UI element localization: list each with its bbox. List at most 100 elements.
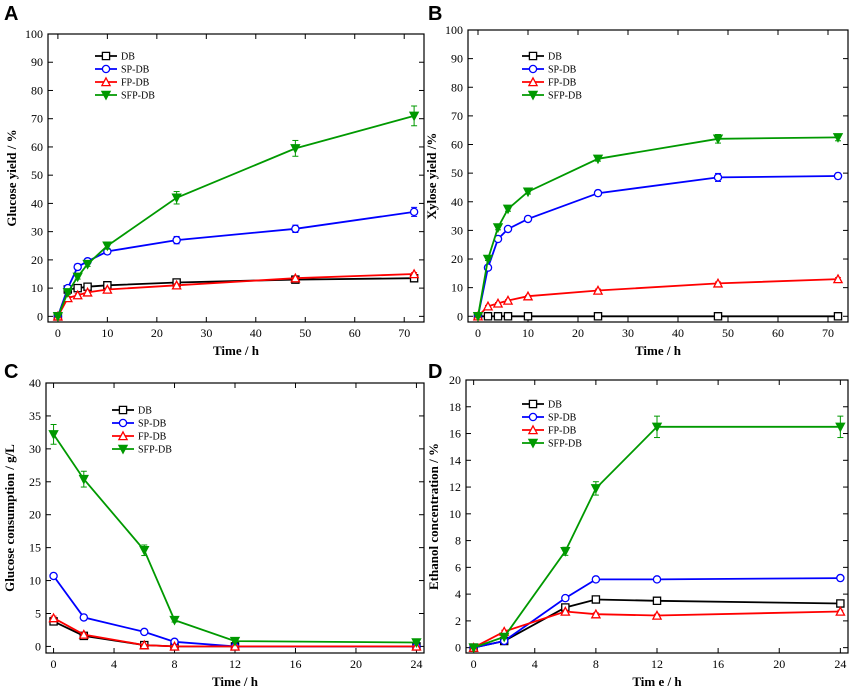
y-tick-label: 20: [29, 508, 41, 522]
data-point: [139, 639, 150, 650]
data-point: [408, 111, 420, 122]
y-tick-label: 2: [455, 614, 461, 628]
data-point: [560, 606, 571, 616]
x-tick-label: 24: [410, 657, 422, 671]
y-tick-label: 40: [451, 195, 463, 209]
legend-label: DB: [121, 52, 135, 63]
data-point: [836, 573, 845, 583]
y-tick-label: 15: [29, 541, 41, 555]
y-tick-label: 90: [31, 55, 43, 69]
y-tick-label: 5: [35, 606, 41, 620]
legend-label: SFP-DB: [548, 91, 582, 102]
data-point: [139, 546, 150, 556]
legend-marker: [528, 412, 538, 422]
data-point: [652, 596, 662, 606]
data-point: [492, 223, 504, 234]
x-tick-label: 30: [622, 326, 634, 340]
series-line: [473, 577, 841, 649]
data-point: [502, 295, 514, 305]
data-point: [102, 241, 113, 252]
legend-label: DB: [548, 400, 562, 411]
legend-label: FP-DB: [548, 78, 577, 89]
data-point: [72, 289, 83, 300]
panel-B: B 0 10 20 30 40 50 60 70 0 10 20 30 40 50 60 70 80 90 100 Ti…: [424, 3, 849, 358]
data-point: [493, 312, 503, 321]
y-tick-label: 50: [451, 166, 463, 180]
legend-marker: [100, 90, 112, 101]
y-tick-label: 10: [29, 574, 41, 588]
panel-letter: D: [428, 361, 442, 383]
y-tick-label: 80: [451, 80, 463, 94]
data-point: [503, 312, 513, 321]
series-line: [473, 425, 841, 649]
data-point: [502, 204, 514, 215]
legend: DB SP-DB FP-DB SFP-DB: [522, 400, 582, 450]
x-tick-label: 16: [712, 657, 724, 671]
legend-marker: [528, 64, 538, 74]
series-sfp-db: [468, 415, 846, 654]
data-point: [836, 599, 845, 608]
legend-label: SFP-DB: [548, 439, 582, 450]
panel-A: A 0 10 20 30 40 50 60 70 0 10 20 30 40 50 60 70 80 90 100 Ti…: [4, 3, 425, 358]
series-sfp-db: [472, 133, 844, 322]
y-tick-label: 0: [37, 309, 43, 323]
data-point: [78, 474, 89, 485]
y-tick-label: 40: [31, 196, 43, 210]
plot-frame: [45, 382, 425, 654]
x-tick-label: 24: [834, 657, 846, 671]
legend-marker: [117, 430, 129, 441]
x-tick-label: 4: [532, 657, 538, 671]
data-point: [835, 422, 846, 433]
data-point: [591, 595, 601, 604]
data-point: [82, 286, 93, 297]
data-point: [48, 612, 59, 623]
y-tick-label: 80: [31, 83, 43, 97]
data-point: [522, 187, 534, 198]
data-point: [523, 312, 533, 321]
data-point: [472, 312, 484, 322]
y-tick-label: 12: [449, 480, 461, 494]
series-fp-db: [48, 612, 422, 651]
y-tick-label: 14: [449, 453, 461, 467]
legend-label: SP-DB: [121, 65, 150, 76]
y-axis-title: Xylose yield /%: [424, 133, 439, 220]
data-point: [83, 282, 92, 291]
data-point: [409, 207, 419, 217]
x-axis-title: Time / h: [635, 343, 682, 358]
legend-marker: [117, 444, 129, 455]
x-tick-label: 30: [200, 326, 212, 340]
legend-marker: [528, 399, 538, 409]
data-point: [482, 254, 494, 265]
y-tick-label: 70: [31, 112, 43, 126]
series-line: [53, 617, 417, 648]
legend-marker: [527, 90, 539, 101]
legend-label: SFP-DB: [121, 91, 155, 102]
data-point: [651, 610, 663, 620]
data-point: [590, 484, 602, 494]
legend: DB SP-DB FP-DB SFP-DB: [522, 52, 582, 102]
y-tick-label: 70: [451, 109, 463, 123]
legend-marker: [527, 424, 539, 435]
data-point: [290, 272, 301, 283]
data-point: [592, 285, 604, 295]
y-tick-label: 6: [455, 560, 461, 574]
data-point: [713, 173, 723, 182]
y-tick-label: 100: [445, 23, 463, 37]
x-tick-label: 0: [471, 657, 477, 671]
data-point: [171, 279, 182, 290]
y-axis-title: Ethanol concentration / %: [426, 443, 441, 590]
series-line: [52, 575, 417, 648]
data-point: [652, 575, 662, 584]
data-point: [593, 188, 603, 198]
legend-label: FP-DB: [138, 432, 167, 443]
x-tick-label: 40: [672, 326, 684, 340]
x-axis-title: Tim e / h: [632, 674, 682, 689]
data-point: [172, 235, 181, 245]
data-point: [291, 224, 300, 234]
data-point: [140, 627, 149, 637]
y-tick-label: 30: [31, 225, 43, 239]
x-tick-label: 50: [722, 326, 734, 340]
data-point: [835, 606, 846, 616]
data-point: [592, 154, 604, 165]
legend-marker: [527, 438, 539, 449]
